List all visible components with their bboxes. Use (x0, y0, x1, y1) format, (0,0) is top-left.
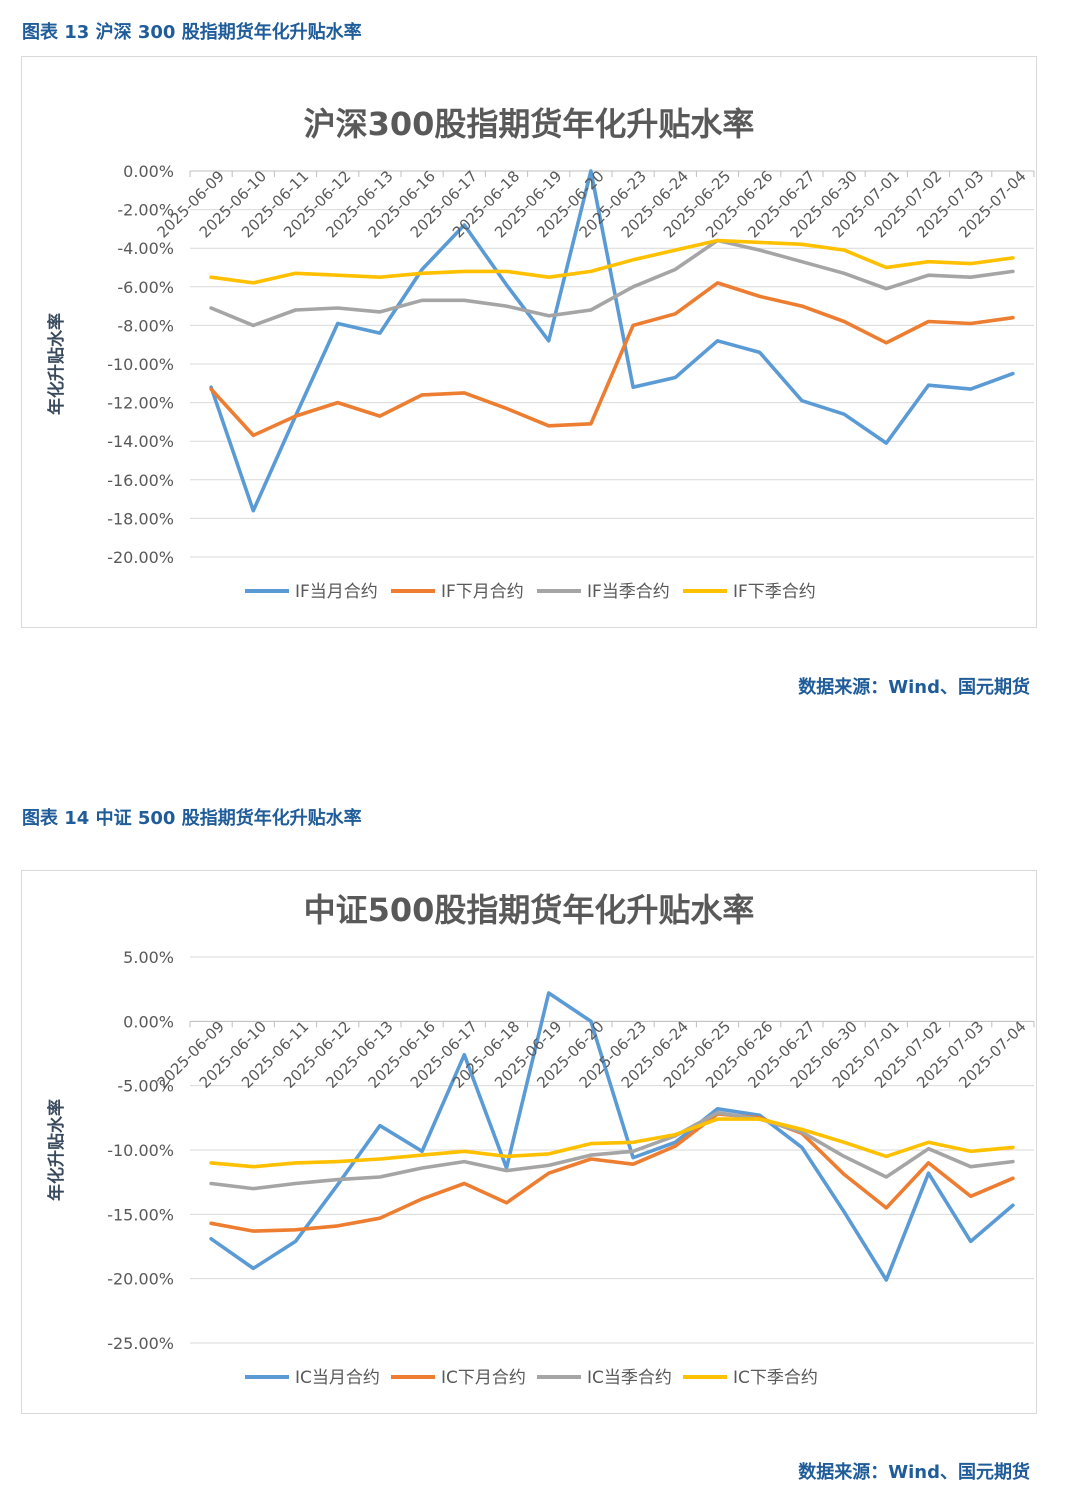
chart-title: 中证500股指期货年化升贴水率 (304, 891, 755, 929)
legend-label: IF下季合约 (733, 582, 816, 602)
legend-item: IC当月合约 (245, 1368, 380, 1388)
legend-label: IC下季合约 (733, 1368, 818, 1388)
data-source: 数据来源：Wind、国元期货 (798, 677, 1030, 698)
legend-label: IC当月合约 (295, 1368, 380, 1388)
y-tick-label: -8.00% (117, 316, 174, 335)
legend-item: IF下月合约 (391, 582, 524, 602)
y-tick-label: 5.00% (123, 948, 174, 967)
chart-svg: 沪深300股指期货年化升贴水率 0.00% -2.00% -4.00% -6.00% -8… (46, 105, 1035, 602)
y-axis-label: 年化升贴水率 (46, 1099, 67, 1201)
chart-container: 沪深300股指期货年化升贴水率 0.00% -2.00% -4.00% -6.00% -8… (21, 56, 1037, 628)
legend-label: IF当月合约 (295, 582, 378, 602)
y-tick-label: -20.00% (107, 548, 174, 567)
y-tick-label: -12.00% (107, 394, 174, 413)
legend-item: IF当季合约 (537, 582, 670, 602)
y-tick-label: -2.00% (117, 201, 174, 220)
series-line (209, 238, 1015, 285)
series-line (209, 1117, 1015, 1169)
legend-label: IF当季合约 (587, 582, 670, 602)
y-tick-label: -6.00% (117, 278, 174, 297)
y-tick-label: -20.00% (107, 1270, 174, 1289)
series-line (209, 1112, 1015, 1233)
legend-item: IF下季合约 (683, 582, 816, 602)
y-tick-label: -16.00% (107, 471, 174, 490)
y-tick-label: -14.00% (107, 432, 174, 451)
y-tick-label: -10.00% (107, 1141, 174, 1160)
y-tick-label: -4.00% (117, 239, 174, 258)
series-line (209, 281, 1015, 438)
y-axis-label: 年化升贴水率 (46, 313, 67, 415)
series-line (209, 991, 1015, 1282)
figure-caption: 图表 13 沪深 300 股指期货年化升贴水率 (22, 22, 362, 43)
series-line (209, 169, 1015, 513)
series-line (209, 238, 1015, 328)
series-line (209, 1110, 1015, 1191)
y-tick-label: -5.00% (117, 1077, 174, 1096)
y-tick-label: -15.00% (107, 1205, 174, 1224)
data-source: 数据来源：Wind、国元期货 (798, 1462, 1030, 1483)
chart-title: 沪深300股指期货年化升贴水率 (304, 105, 755, 143)
y-tick-label: 0.00% (123, 1012, 174, 1031)
legend-label: IC下月合约 (441, 1368, 526, 1388)
chart-container: 中证500股指期货年化升贴水率 5.00% 0.00% -5.00% -10.00% -1… (21, 870, 1037, 1414)
legend-item: IC下季合约 (683, 1368, 818, 1388)
y-tick-label: -18.00% (107, 509, 174, 528)
figure-caption: 图表 14 中证 500 股指期货年化升贴水率 (22, 808, 362, 829)
legend-label: IC当季合约 (587, 1368, 672, 1388)
y-tick-label: -25.00% (107, 1334, 174, 1353)
legend-item: IC下月合约 (391, 1368, 526, 1388)
y-tick-label: -10.00% (107, 355, 174, 374)
y-tick-label: 0.00% (123, 162, 174, 181)
chart-svg: 中证500股指期货年化升贴水率 5.00% 0.00% -5.00% -10.00% -1… (46, 891, 1035, 1388)
legend-item: IF当月合约 (245, 582, 378, 602)
legend-item: IC当季合约 (537, 1368, 672, 1388)
legend-label: IF下月合约 (441, 582, 524, 602)
